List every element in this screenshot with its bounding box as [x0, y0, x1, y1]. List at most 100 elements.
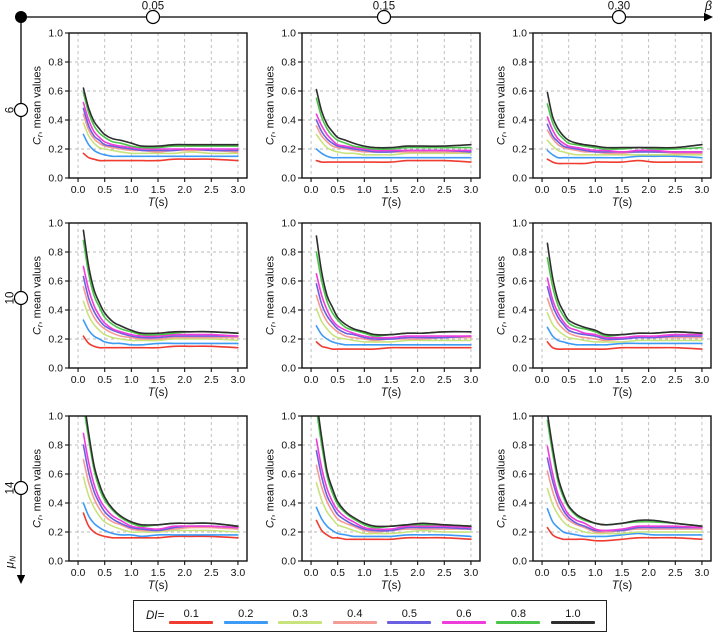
- y-tick-label: 0.0: [512, 173, 527, 185]
- y-tick-label: 0.4: [512, 115, 527, 127]
- curve-di-0.5: [82, 275, 239, 339]
- x-tick-label: 2.5: [204, 184, 219, 196]
- curve-di-0.6: [546, 116, 703, 153]
- x-tick-label: 1.0: [357, 184, 372, 196]
- x-tick-label: 2.0: [410, 567, 425, 579]
- x-tick-label: 0.0: [535, 374, 550, 386]
- y-tick-label: 0.6: [48, 86, 63, 98]
- x-tick-label: 3.0: [231, 374, 246, 386]
- y-tick-label: 0.4: [281, 305, 296, 317]
- beta-marker: [611, 9, 627, 25]
- legend-line-swatch: [387, 621, 432, 624]
- curve-di-0.2: [315, 506, 472, 538]
- curve-di-0.1: [315, 519, 472, 541]
- y-tick-label: 1.0: [512, 411, 527, 423]
- x-tick-label: 0.5: [330, 184, 345, 196]
- x-tick-label: 1.0: [588, 184, 603, 196]
- subplot-mu10-beta0.30: 0.0 0.2 0.4 0.6 0.8 1.0 0.0 0.5 1.0 1.5 2.0 2.5 3.0 T…: [496, 218, 712, 399]
- y-tick-label: 1.0: [512, 218, 527, 230]
- curve-di-0.4: [315, 294, 472, 342]
- y-axis-label: Cr, mean values: [265, 255, 278, 335]
- x-axis-label: T(s): [612, 387, 633, 399]
- y-tick-label: 1.0: [48, 28, 63, 40]
- x-tick-label: 2.0: [641, 374, 656, 386]
- y-axis-label: Cr, mean values: [496, 255, 509, 335]
- x-tick-label: 1.5: [151, 567, 166, 579]
- curve-di-0.8: [315, 97, 472, 150]
- curve-di-0.4: [82, 113, 239, 153]
- x-tick-label: 3.0: [695, 567, 710, 579]
- x-tick-label: 1.5: [384, 374, 399, 386]
- curve-di-0.2: [315, 325, 472, 346]
- x-tick-label: 3.0: [464, 567, 479, 579]
- legend-entry-di-0.5: 0.5: [386, 608, 432, 624]
- curve-di-0.8: [84, 416, 239, 528]
- x-tick-label: 3.0: [231, 567, 246, 579]
- y-tick-label: 0.8: [281, 247, 296, 259]
- x-tick-label: 1.0: [124, 374, 139, 386]
- curve-di-0.6: [82, 101, 239, 150]
- x-axis-label: T(s): [381, 387, 402, 399]
- y-tick-label: 1.0: [281, 28, 296, 40]
- subplot-mu6-beta0.15: 0.0 0.2 0.4 0.6 0.8 1.0 0.0 0.5 1.0 1.5 2.0 2.5 3.0 T…: [265, 28, 481, 209]
- x-tick-label: 0.5: [561, 374, 576, 386]
- curve-di-0.3: [315, 133, 472, 156]
- y-tick-label: 0.2: [48, 144, 63, 156]
- curves: [546, 91, 703, 165]
- beta-marker: [145, 9, 161, 25]
- y-tick-label: 0.2: [281, 334, 296, 346]
- legend-entry-label: 0.6: [456, 608, 472, 621]
- x-tick-label: 1.0: [124, 567, 139, 579]
- curve-di-0.4: [82, 458, 239, 532]
- curve-di-0.6: [546, 277, 703, 339]
- curve-di-0.1: [546, 158, 703, 165]
- legend-entry-di-0.8: 0.8: [495, 608, 541, 624]
- x-tick-label: 1.5: [615, 567, 630, 579]
- curve-di-0.6: [546, 445, 703, 532]
- x-tick-label: 1.5: [151, 184, 166, 196]
- legend-line-swatch: [496, 621, 541, 624]
- curve-di-0.3: [82, 476, 239, 534]
- beta-value-label: 0.05: [142, 1, 164, 13]
- x-tick-label: 2.5: [437, 374, 452, 386]
- curve-di-0.3: [546, 139, 703, 156]
- legend: DI= 0.1 0.2 0.3 0.4 0.5 0.6 0.8 1.0: [133, 600, 607, 632]
- curve-di-0.1: [82, 512, 239, 539]
- y-tick-label: 1.0: [281, 411, 296, 423]
- legend-entry-di-0.4: 0.4: [332, 608, 378, 624]
- curve-di-0.2: [82, 133, 239, 158]
- y-tick-label: 0.8: [48, 247, 63, 259]
- x-tick-label: 2.0: [641, 567, 656, 579]
- y-tick-label: 0.0: [281, 173, 296, 185]
- y-tick-label: 0.0: [48, 363, 63, 375]
- x-tick-label: 0.0: [304, 567, 319, 579]
- x-axis-label: T(s): [381, 580, 402, 592]
- legend-entries: 0.1 0.2 0.3 0.4 0.5 0.6 0.8 1.0: [168, 608, 596, 624]
- x-tick-label: 1.5: [615, 374, 630, 386]
- x-tick-label: 2.0: [177, 184, 192, 196]
- curve-di-0.6: [82, 265, 239, 338]
- subplot-mu14-beta0.30: 0.0 0.2 0.4 0.6 0.8 1.0 0.0 0.5 1.0 1.5 2.0 2.5 3.0 T…: [496, 411, 712, 592]
- x-axis-label: T(s): [381, 197, 402, 209]
- y-tick-label: 0.4: [281, 115, 296, 127]
- curve-di-0.2: [315, 148, 472, 159]
- x-tick-label: 0.0: [71, 567, 86, 579]
- curve-di-0.3: [315, 307, 472, 343]
- curve-di-0.5: [546, 286, 703, 341]
- beta-axis-arrow-icon: [704, 12, 713, 22]
- curve-di-0.8: [546, 257, 703, 337]
- x-tick-label: 1.0: [588, 567, 603, 579]
- y-tick-label: 0.2: [281, 144, 296, 156]
- curve-di-0.1: [82, 152, 239, 162]
- curve-di-0.3: [82, 122, 239, 155]
- y-tick-label: 0.8: [512, 57, 527, 69]
- y-tick-label: 0.2: [512, 527, 527, 539]
- y-tick-label: 0.2: [281, 527, 296, 539]
- x-tick-label: 2.5: [204, 567, 219, 579]
- x-tick-label: 2.5: [668, 184, 683, 196]
- curve-di-1.0: [315, 88, 472, 149]
- x-tick-label: 2.0: [177, 374, 192, 386]
- x-axis-label: T(s): [612, 580, 633, 592]
- y-tick-label: 0.6: [281, 469, 296, 481]
